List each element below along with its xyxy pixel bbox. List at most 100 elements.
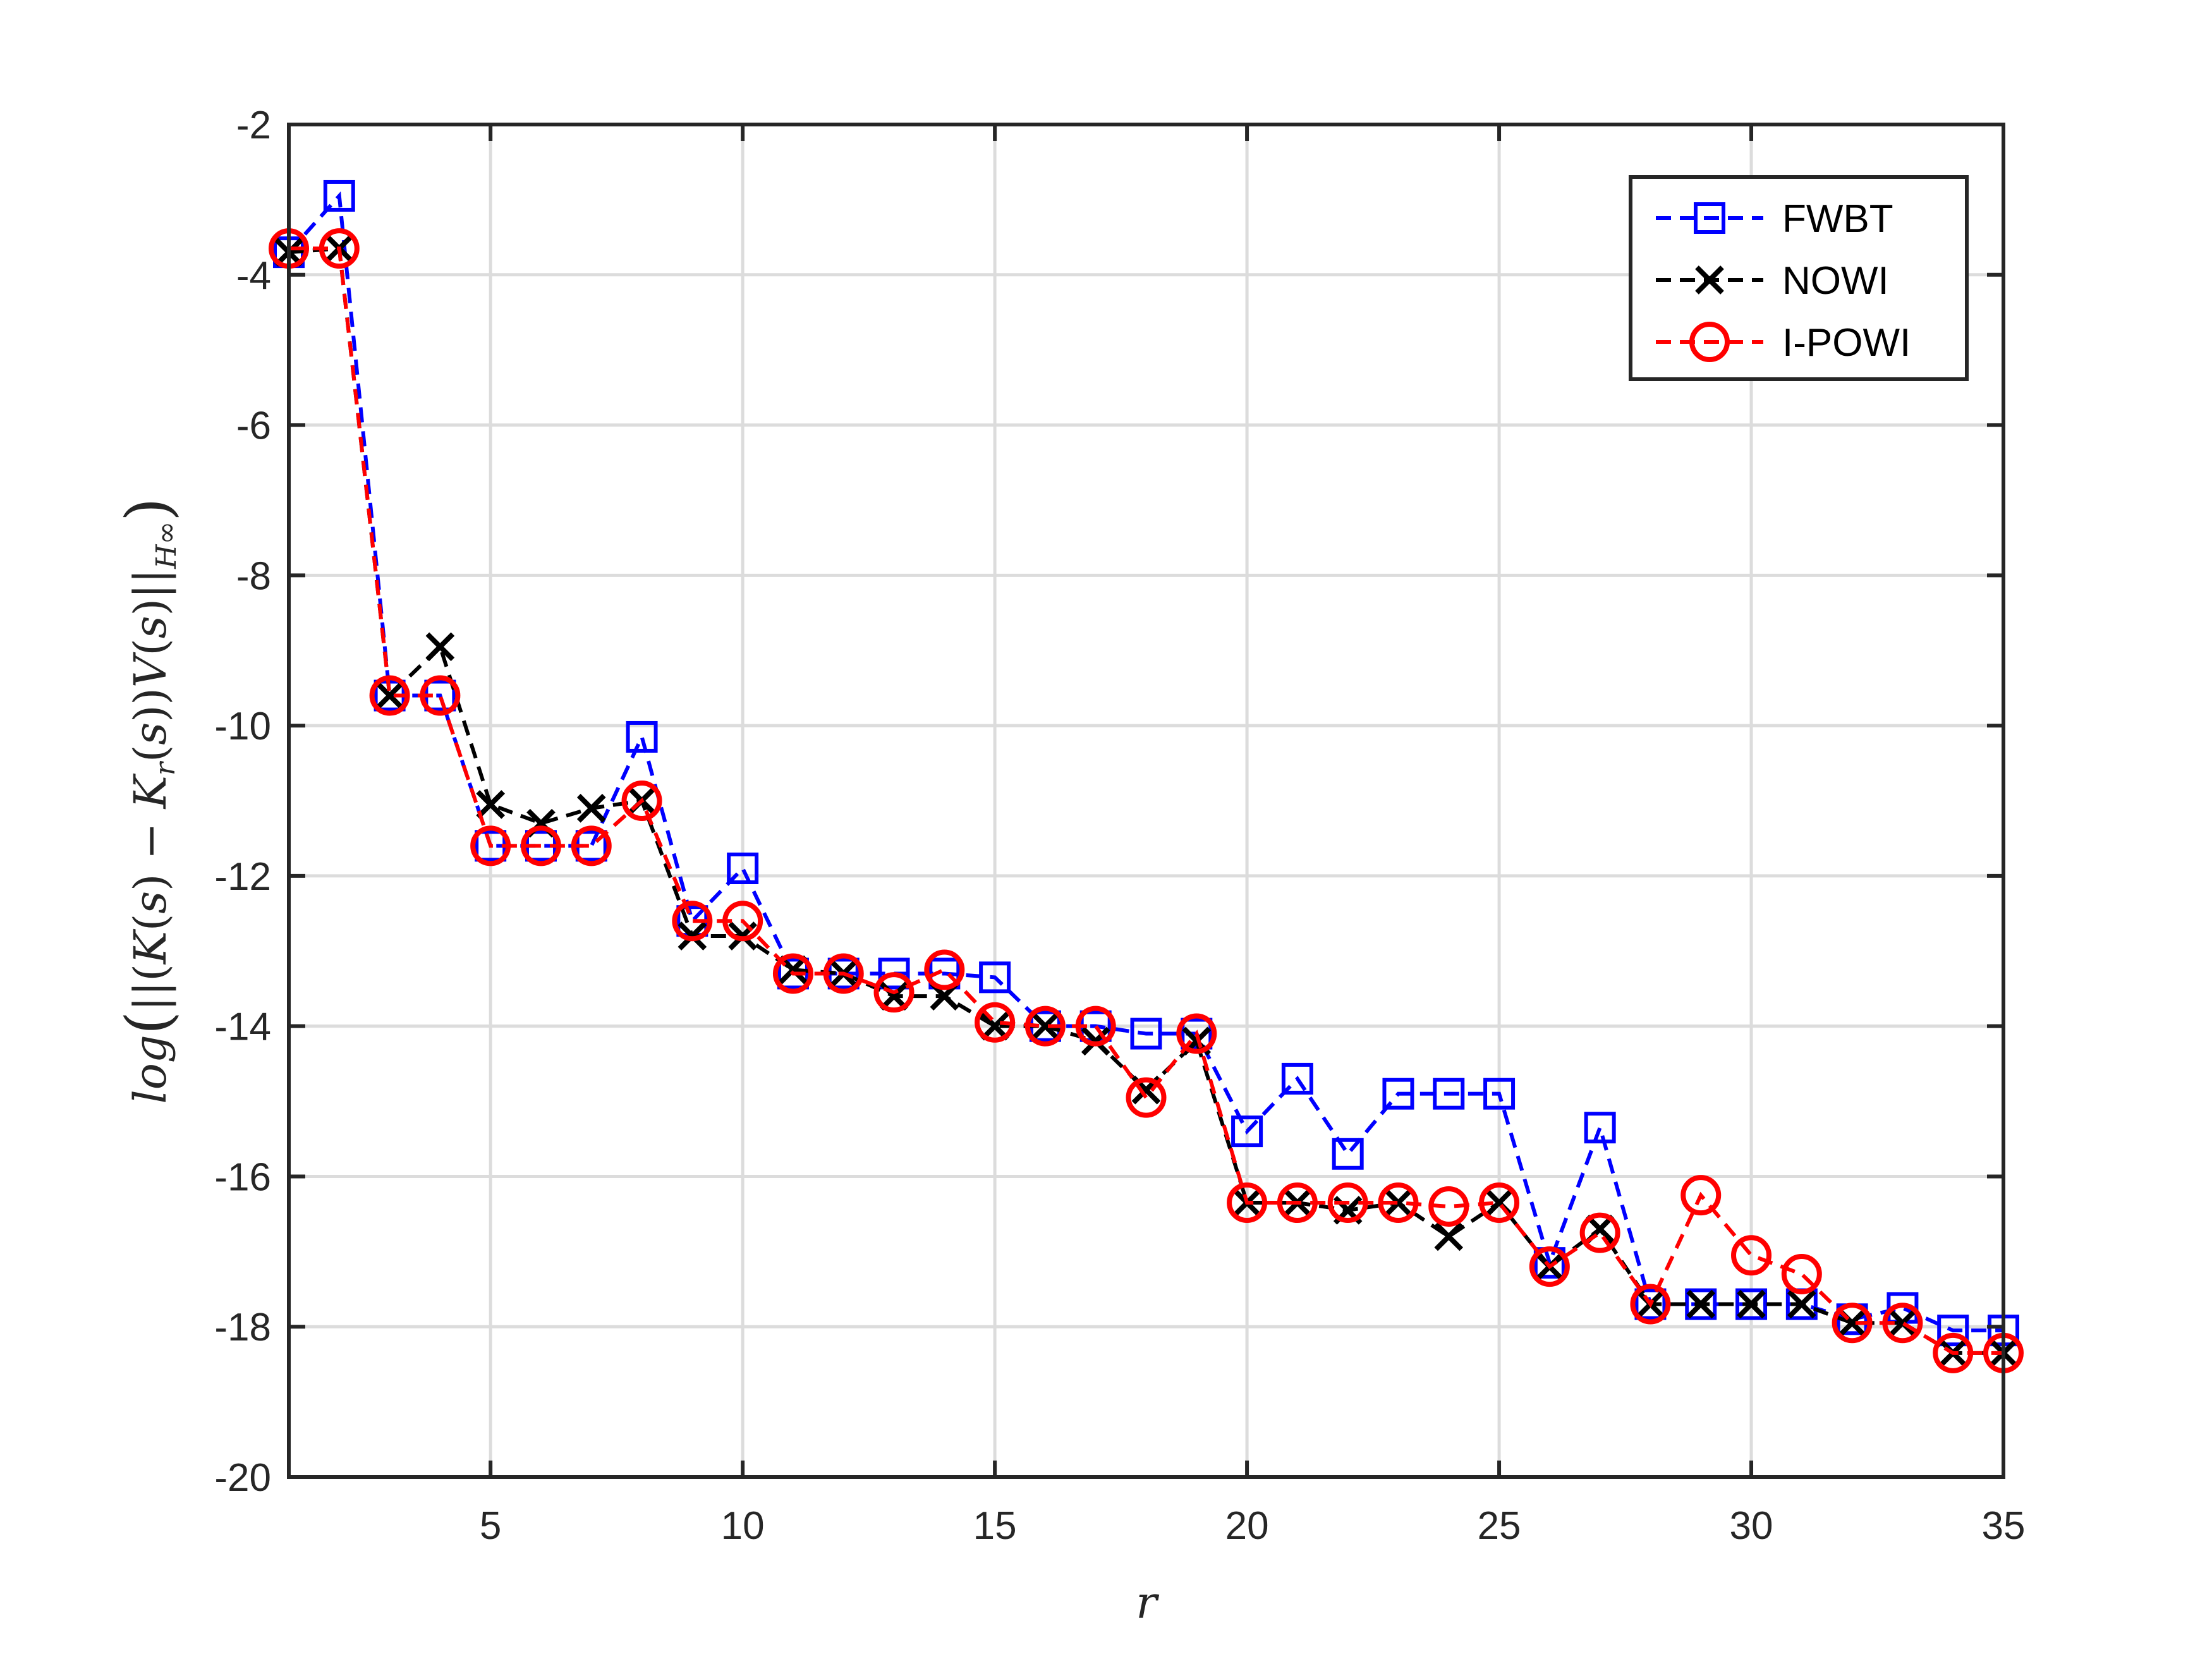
data-point-i-powi	[1428, 1186, 1469, 1227]
y-tick-label: -16	[214, 1155, 271, 1199]
x-tick-label: 35	[1982, 1504, 2026, 1548]
data-point-fwbt	[979, 961, 1011, 994]
data-point-fwbt	[1382, 1078, 1414, 1110]
data-point-fwbt	[1130, 1018, 1162, 1050]
x-tick-label: 15	[973, 1504, 1017, 1548]
data-point-fwbt	[1685, 1288, 1717, 1320]
legend-marker-i-powi	[1689, 322, 1730, 362]
x-tick-label: 25	[1478, 1504, 1521, 1548]
data-point-i-powi	[1075, 1006, 1116, 1047]
data-point-nowi	[1787, 1289, 1816, 1319]
data-point-fwbt	[777, 957, 809, 990]
data-point-nowi	[1383, 1188, 1413, 1217]
x-axis-label: r	[1136, 1577, 1159, 1629]
data-point-i-powi	[975, 1002, 1016, 1043]
data-point-i-powi	[823, 953, 864, 994]
data-point-fwbt	[323, 179, 355, 212]
data-point-nowi	[779, 955, 808, 985]
data-point-i-powi	[1832, 1303, 1873, 1344]
data-point-i-powi	[1378, 1182, 1419, 1224]
data-point-nowi	[980, 1011, 1009, 1041]
data-point-i-powi	[1529, 1246, 1570, 1287]
data-point-fwbt	[1433, 1078, 1465, 1110]
data-point-fwbt	[1937, 1315, 1969, 1347]
data-point-i-powi	[873, 972, 915, 1013]
data-point-i-powi	[520, 825, 561, 866]
legend-item-nowi: NOWI	[1656, 259, 1889, 303]
x-tick-label: 30	[1730, 1504, 1773, 1548]
data-point-i-powi	[1176, 1013, 1217, 1054]
data-point-i-powi	[1479, 1182, 1520, 1224]
data-point-i-powi	[672, 901, 713, 942]
data-point-i-powi	[1024, 1006, 1066, 1047]
y-tick-labels: -2 -4 -6 -8 -10 -12 -14 -16 -18 -20	[214, 104, 271, 1500]
data-point-fwbt	[1332, 1138, 1364, 1170]
y-tick-label: -4	[236, 254, 271, 298]
data-point-i-powi	[1327, 1182, 1368, 1224]
data-point-fwbt	[626, 720, 658, 753]
data-point-i-powi	[1227, 1182, 1268, 1224]
y-tick-label: -6	[236, 404, 271, 448]
data-point-i-powi	[1882, 1303, 1923, 1344]
y-tick-label: -20	[214, 1456, 271, 1500]
legend-marker-nowi	[1695, 265, 1724, 295]
data-point-nowi	[1031, 1011, 1060, 1041]
data-point-i-powi	[1781, 1254, 1822, 1294]
legend-label-nowi: NOWI	[1782, 259, 1889, 303]
y-axis-label: log(||(K(s) − Kr(s))V(s)||H∞)	[113, 497, 184, 1103]
y-tick-label: -2	[236, 104, 271, 147]
plot-frame	[287, 123, 2005, 1479]
y-tick-label: -18	[214, 1306, 271, 1349]
data-point-fwbt	[1634, 1288, 1667, 1320]
legend-label-fwbt: FWBT	[1782, 197, 1893, 241]
data-point-i-powi	[571, 825, 612, 866]
data-point-i-powi	[369, 675, 410, 716]
data-point-nowi	[576, 794, 606, 823]
data-point-fwbt	[1735, 1288, 1768, 1320]
data-point-fwbt	[1231, 1115, 1263, 1148]
data-point-i-powi	[1579, 1212, 1620, 1253]
x-tick-label: 10	[721, 1504, 765, 1548]
data-point-i-powi	[621, 781, 662, 821]
y-tick-label: -14	[214, 1006, 271, 1049]
data-point-fwbt	[878, 957, 910, 990]
legend-label-i-powi: I-POWI	[1782, 321, 1911, 365]
series-i-powi	[269, 228, 2024, 1373]
data-point-i-powi	[924, 949, 965, 990]
y-tick-label: -12	[214, 855, 271, 899]
data-point-i-powi	[319, 228, 360, 269]
legend-item-i-powi: I-POWI	[1656, 321, 1911, 365]
x-tick-label: 5	[480, 1504, 501, 1548]
data-point-i-powi	[1680, 1175, 1722, 1216]
data-point-nowi	[425, 632, 455, 662]
data-point-i-powi	[722, 901, 763, 942]
data-point-nowi	[1686, 1289, 1716, 1319]
data-point-i-powi	[1933, 1332, 1974, 1373]
data-point-fwbt	[1584, 1112, 1616, 1144]
data-point-nowi	[1434, 1222, 1464, 1251]
data-point-nowi	[1737, 1289, 1766, 1319]
data-point-fwbt	[1483, 1078, 1516, 1110]
axis-ticks	[289, 123, 2005, 1479]
data-point-i-powi	[1277, 1182, 1318, 1224]
y-tick-label: -8	[236, 554, 271, 598]
data-point-i-powi	[1731, 1235, 1772, 1276]
y-tick-label: -10	[214, 705, 271, 748]
series-group	[269, 179, 2024, 1373]
data-point-i-powi	[772, 953, 813, 994]
legend: FWBT NOWI I-POWI	[1629, 175, 1969, 381]
data-point-nowi	[375, 681, 404, 710]
data-point-i-powi	[470, 825, 511, 866]
data-point-i-powi	[1126, 1077, 1167, 1118]
x-tick-labels: 5 10 15 20 25 30 35	[480, 1504, 2026, 1548]
data-point-nowi	[476, 790, 506, 819]
data-point-fwbt	[1181, 1018, 1213, 1050]
x-tick-label: 20	[1225, 1504, 1269, 1548]
legend-marker-fwbt	[1694, 202, 1725, 234]
data-point-nowi	[1888, 1308, 1917, 1338]
data-point-i-powi	[420, 675, 461, 716]
data-point-fwbt	[1281, 1062, 1313, 1095]
data-point-fwbt	[727, 853, 759, 884]
legend-item-fwbt: FWBT	[1656, 197, 1893, 241]
